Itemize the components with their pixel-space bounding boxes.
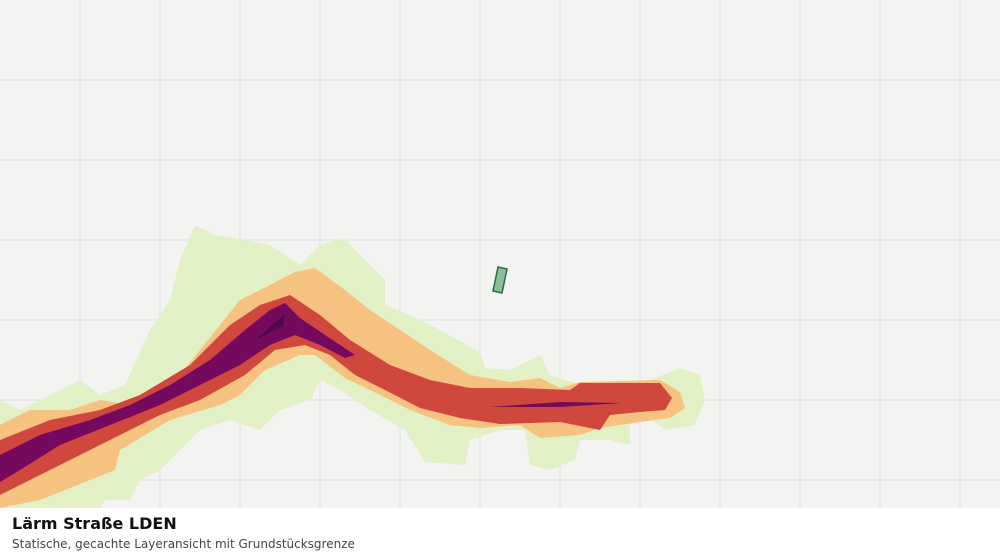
- layer-title: Lärm Straße LDEN: [12, 514, 177, 533]
- noise-zone-very-high: [0, 303, 355, 482]
- caption: Lärm Straße LDEN Statische, gecachte Lay…: [0, 508, 1000, 560]
- noise-zone-extreme: [255, 314, 285, 340]
- noise-zone-very-high: [490, 402, 622, 407]
- parcel-boundary: [492, 266, 508, 294]
- noise-zone-high: [0, 295, 672, 495]
- noise-zone-medium: [0, 268, 685, 508]
- layer-subtitle: Statische, gecachte Layeransicht mit Gru…: [12, 537, 355, 551]
- map: [0, 0, 1000, 508]
